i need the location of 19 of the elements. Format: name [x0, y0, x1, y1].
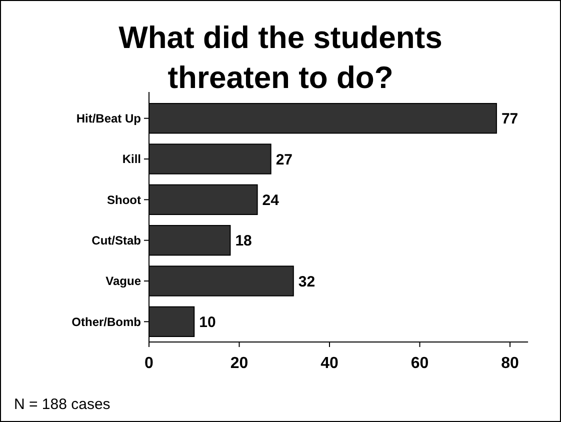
x-tick-label: 80 [501, 355, 519, 372]
y-tick-label: Kill [122, 152, 141, 166]
data-label: 27 [276, 151, 293, 168]
chart-title: What did the students threaten to do? [118, 20, 442, 95]
y-tick-label: Other/Bomb [72, 314, 141, 329]
data-label: 24 [262, 192, 280, 209]
data-label: 18 [235, 232, 252, 250]
x-tick-label: 0 [144, 355, 154, 372]
x-tick-label: 40 [320, 355, 338, 372]
data-label: 32 [298, 273, 316, 290]
y-tick-label: Shoot [107, 192, 141, 207]
data-label: 10 [199, 314, 216, 331]
text: N = 188 cases [14, 396, 110, 413]
y-tick-label: Hit/Beat Up [76, 112, 141, 126]
x-tick-label: 20 [230, 355, 248, 372]
data-label: 77 [501, 110, 518, 128]
y-tick-label: Vague [106, 274, 142, 288]
y-tick-label: Cut/Stab [92, 234, 141, 248]
x-tick-label: 60 [410, 355, 429, 372]
